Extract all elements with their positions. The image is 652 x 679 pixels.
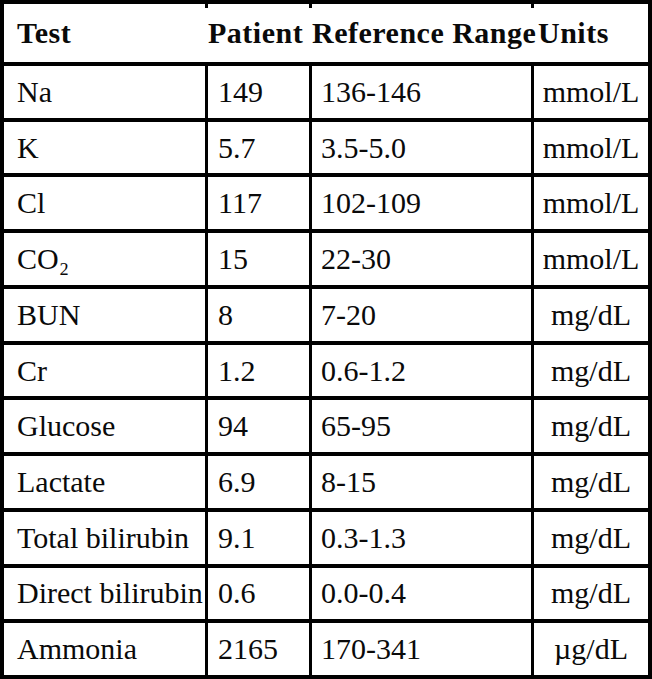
reference-range-cell: 170-341 bbox=[309, 623, 531, 675]
column-header-units: Units bbox=[531, 16, 648, 50]
patient-value-cell: 117 bbox=[205, 177, 309, 229]
column-header-patient: Patient bbox=[205, 16, 309, 50]
patient-value-cell: 9.1 bbox=[205, 512, 309, 564]
units-cell: mmol/L bbox=[531, 177, 648, 229]
column-header-test: Test bbox=[4, 16, 205, 50]
test-name-cell: Ammonia bbox=[4, 623, 205, 675]
patient-value-cell: 6.9 bbox=[205, 456, 309, 508]
test-name-cell: BUN bbox=[4, 289, 205, 341]
units-cell: mg/dL bbox=[531, 289, 648, 341]
reference-range-cell: 7-20 bbox=[309, 289, 531, 341]
test-name-cell: CO₂ bbox=[4, 233, 205, 285]
table-row: CO₂ 15 22-30 mmol/L bbox=[4, 229, 648, 285]
column-divider-tick bbox=[205, 4, 208, 8]
reference-range-cell: 0.3-1.3 bbox=[309, 512, 531, 564]
reference-range-cell: 8-15 bbox=[309, 456, 531, 508]
units-cell: mg/dL bbox=[531, 400, 648, 452]
reference-range-cell: 3.5-5.0 bbox=[309, 122, 531, 174]
table-row: Cl 117 102-109 mmol/L bbox=[4, 173, 648, 229]
table-row: K 5.7 3.5-5.0 mmol/L bbox=[4, 118, 648, 174]
column-divider-tick bbox=[309, 4, 312, 8]
reference-range-cell: 0.0-0.4 bbox=[309, 568, 531, 620]
table-row: Ammonia 2165 170-341 µg/dL bbox=[4, 619, 648, 675]
test-name-cell: Na bbox=[4, 66, 205, 118]
table-row: Direct bilirubin 0.6 0.0-0.4 mg/dL bbox=[4, 564, 648, 620]
test-name-cell: Glucose bbox=[4, 400, 205, 452]
test-name-cell: K bbox=[4, 122, 205, 174]
patient-value-cell: 15 bbox=[205, 233, 309, 285]
patient-value-cell: 5.7 bbox=[205, 122, 309, 174]
units-cell: mmol/L bbox=[531, 66, 648, 118]
reference-range-cell: 102-109 bbox=[309, 177, 531, 229]
reference-range-cell: 0.6-1.2 bbox=[309, 345, 531, 397]
patient-value-cell: 94 bbox=[205, 400, 309, 452]
units-cell: mg/dL bbox=[531, 456, 648, 508]
table-row: Na 149 136-146 mmol/L bbox=[4, 66, 648, 118]
patient-value-cell: 0.6 bbox=[205, 568, 309, 620]
units-cell: mg/dL bbox=[531, 568, 648, 620]
table-row: Glucose 94 65-95 mg/dL bbox=[4, 396, 648, 452]
column-divider-tick bbox=[531, 4, 534, 8]
patient-value-cell: 8 bbox=[205, 289, 309, 341]
table-row: Total bilirubin 9.1 0.3-1.3 mg/dL bbox=[4, 508, 648, 564]
reference-range-cell: 136-146 bbox=[309, 66, 531, 118]
column-header-reference-range: Reference Range bbox=[309, 16, 531, 50]
patient-value-cell: 2165 bbox=[205, 623, 309, 675]
test-name-cell: Lactate bbox=[4, 456, 205, 508]
table-row: Cr 1.2 0.6-1.2 mg/dL bbox=[4, 341, 648, 397]
table-header-row: Test Patient Reference Range Units bbox=[4, 4, 648, 66]
patient-value-cell: 149 bbox=[205, 66, 309, 118]
patient-value-cell: 1.2 bbox=[205, 345, 309, 397]
units-cell: mmol/L bbox=[531, 122, 648, 174]
test-name-cell: Direct bilirubin bbox=[4, 568, 205, 620]
reference-range-cell: 22-30 bbox=[309, 233, 531, 285]
test-name-cell: Cr bbox=[4, 345, 205, 397]
table-row: BUN 8 7-20 mg/dL bbox=[4, 285, 648, 341]
units-cell: µg/dL bbox=[531, 623, 648, 675]
test-name-cell: Cl bbox=[4, 177, 205, 229]
reference-range-cell: 65-95 bbox=[309, 400, 531, 452]
test-name-cell: Total bilirubin bbox=[4, 512, 205, 564]
table-row: Lactate 6.9 8-15 mg/dL bbox=[4, 452, 648, 508]
table-body: Na 149 136-146 mmol/L K 5.7 3.5-5.0 mmol… bbox=[4, 66, 648, 675]
units-cell: mmol/L bbox=[531, 233, 648, 285]
lab-results-table: Test Patient Reference Range Units Na 14… bbox=[0, 0, 652, 679]
units-cell: mg/dL bbox=[531, 512, 648, 564]
units-cell: mg/dL bbox=[531, 345, 648, 397]
